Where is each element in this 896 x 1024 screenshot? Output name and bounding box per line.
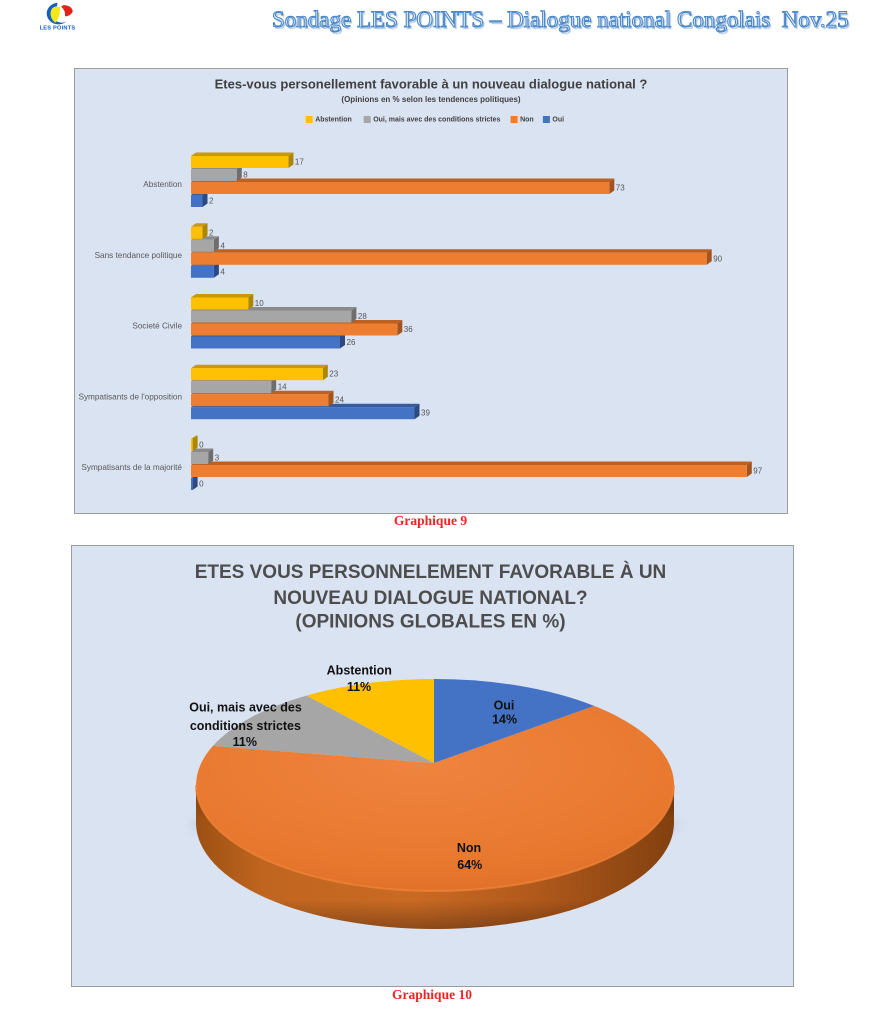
svg-text:Societé Civile: Societé Civile <box>132 322 182 331</box>
svg-text:97: 97 <box>753 467 762 476</box>
svg-text:90: 90 <box>713 254 722 263</box>
svg-text:NOUVEAU DIALOGUE NATIONAL?: NOUVEAU DIALOGUE NATIONAL? <box>273 588 587 609</box>
svg-text:4: 4 <box>220 267 225 276</box>
svg-text:2: 2 <box>209 228 214 237</box>
svg-text:(OPINIONS GLOBALES EN %): (OPINIONS GLOBALES EN %) <box>295 612 565 633</box>
svg-text:(Opinions en % selon les tende: (Opinions en % selon les tendences polit… <box>341 95 520 104</box>
svg-text:11%: 11% <box>233 735 257 749</box>
svg-text:Abstention: Abstention <box>315 116 352 123</box>
svg-text:LES POINTS: LES POINTS <box>40 26 76 32</box>
svg-text:10: 10 <box>255 299 264 308</box>
svg-text:ETES VOUS PERSONNELEMENT FAVOR: ETES VOUS PERSONNELEMENT FAVORABLE À UN <box>195 561 667 583</box>
svg-text:14%: 14% <box>492 713 517 727</box>
svg-text:28: 28 <box>358 312 367 321</box>
svg-text:Oui, mais avec des conditions: Oui, mais avec des conditions strictes <box>373 116 500 123</box>
svg-text:0: 0 <box>199 480 204 489</box>
svg-text:14: 14 <box>278 383 287 392</box>
svg-text:2: 2 <box>209 197 214 206</box>
svg-text:11%: 11% <box>347 680 371 694</box>
svg-text:64%: 64% <box>457 858 482 872</box>
svg-text:Oui: Oui <box>494 699 515 713</box>
svg-text:Abstention: Abstention <box>143 180 182 189</box>
svg-text:Etes-vous personellement favor: Etes-vous personellement favorable à un … <box>215 77 648 92</box>
svg-text:4: 4 <box>220 241 225 250</box>
svg-text:Non: Non <box>520 116 534 123</box>
svg-text:24: 24 <box>335 396 344 405</box>
svg-text:conditions strictes: conditions strictes <box>190 719 301 733</box>
svg-text:0: 0 <box>199 441 204 450</box>
svg-text:3: 3 <box>215 454 220 463</box>
svg-text:17: 17 <box>295 158 304 167</box>
svg-text:Abstention: Abstention <box>327 664 392 678</box>
svg-text:39: 39 <box>421 409 430 418</box>
svg-text:73: 73 <box>616 184 625 193</box>
svg-text:Sans tendance politique: Sans tendance politique <box>95 251 183 260</box>
svg-text:Sympatisants de la majorité: Sympatisants de la majorité <box>81 463 182 472</box>
svg-text:Oui, mais avec des: Oui, mais avec des <box>189 701 302 715</box>
svg-text:26: 26 <box>347 338 356 347</box>
svg-text:36: 36 <box>404 325 413 334</box>
svg-text:23: 23 <box>329 370 338 379</box>
svg-text:Non: Non <box>457 841 481 855</box>
svg-text:8: 8 <box>243 171 248 180</box>
svg-text:Oui: Oui <box>552 116 564 123</box>
svg-text:Sympatisants de l'opposition: Sympatisants de l'opposition <box>78 392 182 401</box>
